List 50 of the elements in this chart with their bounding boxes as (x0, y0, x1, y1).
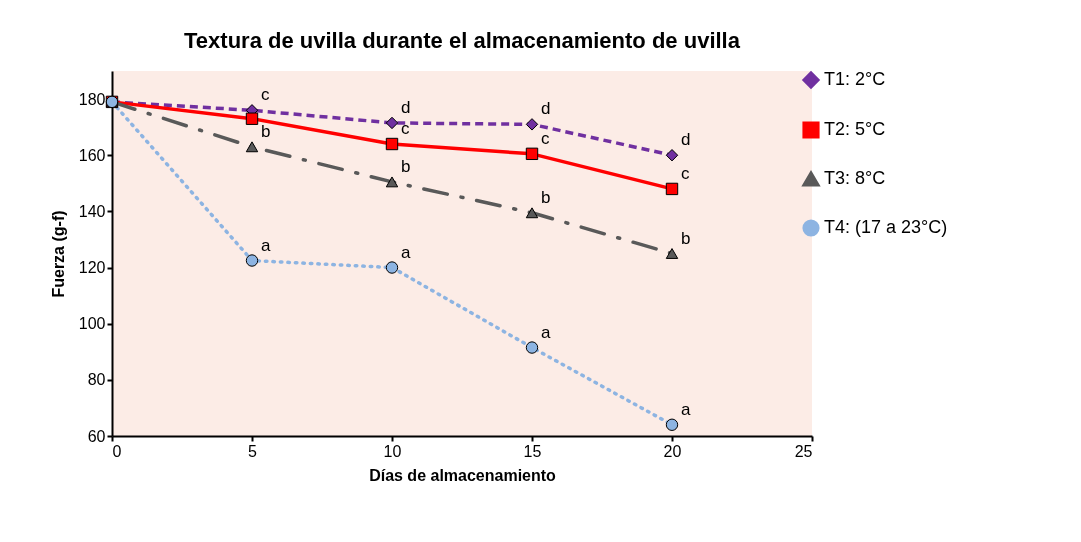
annotation: a (261, 235, 271, 255)
annotation: d (541, 99, 551, 119)
point (385, 116, 399, 130)
x-tick-label: 20 (663, 442, 682, 460)
point (245, 141, 259, 153)
x-tick-label: 15 (523, 442, 542, 460)
annotation: a (681, 399, 691, 419)
x-tick-label: 0 (112, 442, 122, 460)
annotation: d (401, 97, 411, 117)
annotation: c (261, 85, 270, 105)
annotation: a (541, 322, 551, 342)
point (665, 182, 679, 196)
x-axis-title: Días de almacenamiento (369, 466, 557, 484)
y-tick-label: 60 (87, 427, 106, 445)
point (665, 149, 679, 162)
annotation: c (401, 119, 410, 138)
annotation: c (681, 163, 690, 183)
point (665, 418, 679, 431)
point (525, 118, 539, 131)
annotation: b (401, 156, 411, 176)
x-tick-label: 10 (383, 442, 402, 460)
y-tick-label: 180 (78, 90, 106, 108)
point (525, 147, 539, 161)
point (665, 248, 679, 259)
annotation: a (401, 242, 411, 262)
y-axis-title: Fuerza (g-f) (49, 210, 67, 298)
legend-label: T1: 2°C (824, 69, 886, 89)
annotation: b (261, 121, 271, 141)
annotation: b (681, 228, 691, 248)
legend-label: T3: 8°C (824, 168, 886, 188)
point (525, 207, 539, 219)
point (245, 254, 259, 267)
legend-label: T4: (17 a 23°C) (824, 217, 948, 237)
annotation: d (681, 130, 691, 150)
x-tick-label: 25 (794, 442, 813, 460)
y-tick-label: 80 (87, 371, 106, 389)
point (525, 341, 539, 354)
point (385, 137, 399, 151)
x-tick-label: 5 (248, 442, 258, 460)
legend-label: T2: 5°C (824, 119, 886, 139)
y-tick-label: 100 (78, 315, 106, 333)
annotation: c (541, 128, 550, 148)
y-tick-label: 120 (78, 259, 106, 277)
y-tick-label: 140 (78, 202, 106, 220)
point (385, 176, 399, 188)
y-tick-label: 160 (78, 146, 106, 164)
chart-title: Textura de uvilla durante el almacenamiento de uvilla (184, 28, 741, 53)
point (385, 261, 399, 274)
annotation: b (541, 187, 551, 207)
point (245, 112, 259, 125)
